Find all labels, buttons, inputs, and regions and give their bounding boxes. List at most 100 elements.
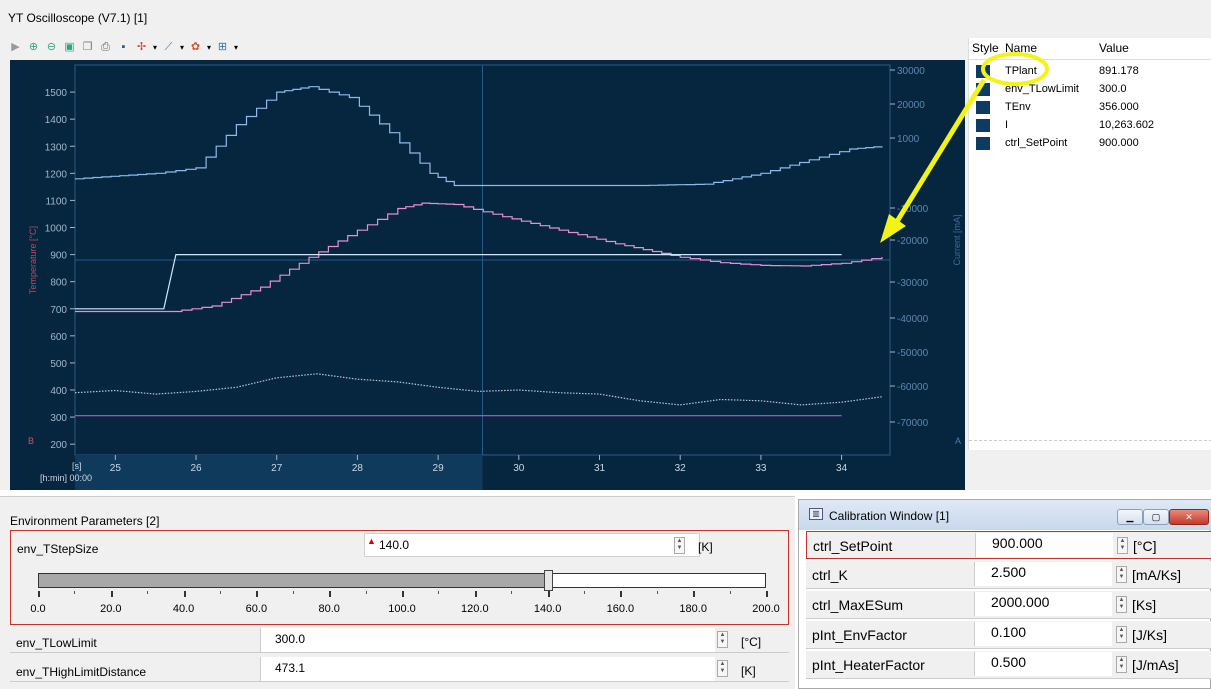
y-tick-label: 1100 xyxy=(45,196,67,207)
slider-tick xyxy=(38,591,40,597)
y-tick-label: 200 xyxy=(50,440,67,451)
legend-row[interactable]: ctrl_SetPoint 900.000 xyxy=(969,137,1211,152)
legend-row[interactable]: TPlant 891.178 xyxy=(969,65,1211,80)
env-title: Environment Parameters [2] xyxy=(10,514,160,528)
y-tick-label: 1500 xyxy=(45,88,68,99)
legend-value: 891.178 xyxy=(1099,65,1139,77)
y-tick-label: 800 xyxy=(50,278,67,289)
stepsize-slider-fill xyxy=(39,574,549,587)
stepsize-input[interactable]: ▲ 140.0 xyxy=(364,533,700,557)
lowlimit-input[interactable]: 300.0 xyxy=(260,628,715,652)
cursor-icon[interactable]: ✢ xyxy=(136,40,147,53)
oscilloscope-window: YT Oscilloscope (V7.1) [1] ▶ ⊕ ⊖ ▣ ❐ ⎙ ▪… xyxy=(0,0,1211,490)
x-tick-label: 27 xyxy=(271,463,283,474)
cursor-dropdown-icon[interactable]: ▾ xyxy=(152,42,157,52)
legend-row[interactable]: env_TLowLimit 300.0 xyxy=(969,83,1211,98)
highlimit-value: 473.1 xyxy=(275,661,306,675)
highlimit-spinner[interactable]: ▲ ▼ xyxy=(717,660,728,677)
slider-minor-tick xyxy=(147,591,149,594)
y-tick-label: 1400 xyxy=(45,115,68,126)
lowlimit-unit: [°C] xyxy=(741,635,762,649)
fit-icon[interactable]: ▣ xyxy=(64,40,75,53)
series-line-tplant xyxy=(75,202,883,313)
plot-area[interactable]: 200 300 400 500 600 700 800 900 1000 1100 1200 1300… xyxy=(10,60,965,490)
cal-value-input[interactable]: 900.000 xyxy=(975,533,1113,557)
stepsize-spinner[interactable]: ▲ ▼ xyxy=(674,537,685,554)
close-button[interactable]: ✕ xyxy=(1169,509,1209,525)
cal-value-input[interactable]: 2.500 xyxy=(974,562,1112,586)
stepsize-slider-track[interactable] xyxy=(38,570,766,591)
color-dropdown-icon[interactable]: ▾ xyxy=(206,42,211,52)
print-icon[interactable]: ⎙ xyxy=(101,40,110,53)
y2-tick-label: -10000 xyxy=(897,204,929,215)
slider-minor-tick xyxy=(438,591,440,594)
style-swatch[interactable] xyxy=(976,119,990,132)
slider-scale-label: 180.0 xyxy=(679,603,707,615)
style-swatch[interactable] xyxy=(976,101,990,114)
slider-scale-label: 140.0 xyxy=(533,603,562,615)
slider-scale-label: 80.0 xyxy=(318,603,340,615)
cal-spinner[interactable]: ▲ ▼ xyxy=(1116,656,1127,673)
layout-dropdown-icon[interactable]: ▾ xyxy=(233,42,238,52)
legend-value: 10,263.602 xyxy=(1099,119,1155,131)
highlimit-input[interactable]: 473.1 xyxy=(260,657,715,681)
cal-value-input[interactable]: 2000.000 xyxy=(974,592,1112,616)
y2-tick-label: -20000 xyxy=(897,236,929,247)
layout-icon[interactable]: ⊞ xyxy=(217,40,228,53)
series-line-ctrl-setpoint xyxy=(75,254,842,310)
stepsize-label: env_TStepSize xyxy=(17,542,99,556)
series-line-tenv xyxy=(74,373,882,406)
oscilloscope-chart[interactable]: 200 300 400 500 600 700 800 900 1000 1100 1200 1300… xyxy=(10,60,965,490)
slider-scale-label: 200.0 xyxy=(752,603,780,615)
cal-spinner[interactable]: ▲ ▼ xyxy=(1116,626,1127,643)
y-tick-label: 400 xyxy=(50,386,67,397)
legend-value: 900.000 xyxy=(1099,137,1139,149)
window-icon: ▥ xyxy=(809,508,823,520)
y2-tick-label: -70000 xyxy=(897,418,929,429)
time-label: [h:min] 00:00 xyxy=(40,473,92,483)
y-tick-label: 300 xyxy=(50,413,67,424)
param-row-lowlimit: env_TLowLimit 300.0 ▲ ▼ [°C] xyxy=(10,625,789,653)
cal-spinner[interactable]: ▲ ▼ xyxy=(1116,596,1127,613)
legend-header-style: Style xyxy=(972,41,999,55)
y-tick-label: 600 xyxy=(50,332,67,343)
save-icon[interactable]: ▪ xyxy=(121,40,126,53)
zoom-out-icon[interactable]: ⊖ xyxy=(46,40,57,53)
cal-value-input[interactable]: 0.500 xyxy=(974,652,1112,676)
chart-style-icon[interactable]: ⟋ xyxy=(164,40,173,53)
cal-unit: [J/mAs] xyxy=(1132,657,1179,673)
minimize-button[interactable]: ▁ xyxy=(1117,509,1143,525)
slider-tick xyxy=(183,591,186,597)
lowlimit-spinner[interactable]: ▲ ▼ xyxy=(717,631,728,648)
cal-value-input[interactable]: 0.100 xyxy=(974,622,1112,646)
slider-tick xyxy=(256,591,259,597)
y2-tick-label: -30000 xyxy=(897,278,929,289)
y-tick-label: 1300 xyxy=(45,142,68,153)
style-swatch[interactable] xyxy=(976,137,990,150)
maximize-button[interactable]: ▢ xyxy=(1143,509,1169,525)
cal-spinner[interactable]: ▲ ▼ xyxy=(1117,537,1128,554)
cal-spinner[interactable]: ▲ ▼ xyxy=(1116,566,1127,583)
zoom-in-icon[interactable]: ⊕ xyxy=(28,40,39,53)
calibration-titlebar: ▥ Calibration Window [1] ▁ ▢ ✕ xyxy=(799,500,1211,530)
legend-row[interactable]: TEnv 356.000 xyxy=(969,101,1211,116)
cal-row-maxesum: ctrl_MaxESum 2000.000 ▲ ▼ [Ks] xyxy=(806,591,1211,619)
slider-scale-label: 0.0 xyxy=(30,603,46,615)
legend-row[interactable]: I 10,263.602 xyxy=(969,119,1211,134)
style-swatch[interactable] xyxy=(976,83,990,96)
style-swatch[interactable] xyxy=(976,65,990,78)
slider-scale-label: 40.0 xyxy=(172,603,195,615)
cal-name: ctrl_MaxESum xyxy=(812,597,904,613)
x-unit-label: [s] xyxy=(72,461,82,471)
color-icon[interactable]: ✿ xyxy=(190,40,201,53)
slider-minor-tick xyxy=(74,591,76,594)
slider-minor-tick xyxy=(292,591,294,594)
y-tick-label: 900 xyxy=(50,251,67,262)
play-icon[interactable]: ▶ xyxy=(11,40,20,53)
modified-marker-icon: ▲ xyxy=(367,536,376,546)
slider-tick xyxy=(766,591,768,597)
chart-style-dropdown-icon[interactable]: ▾ xyxy=(179,42,184,52)
copy-icon[interactable]: ❐ xyxy=(82,40,93,53)
x-tick-label: 30 xyxy=(513,463,525,474)
stepsize-slider-thumb[interactable] xyxy=(543,570,553,591)
